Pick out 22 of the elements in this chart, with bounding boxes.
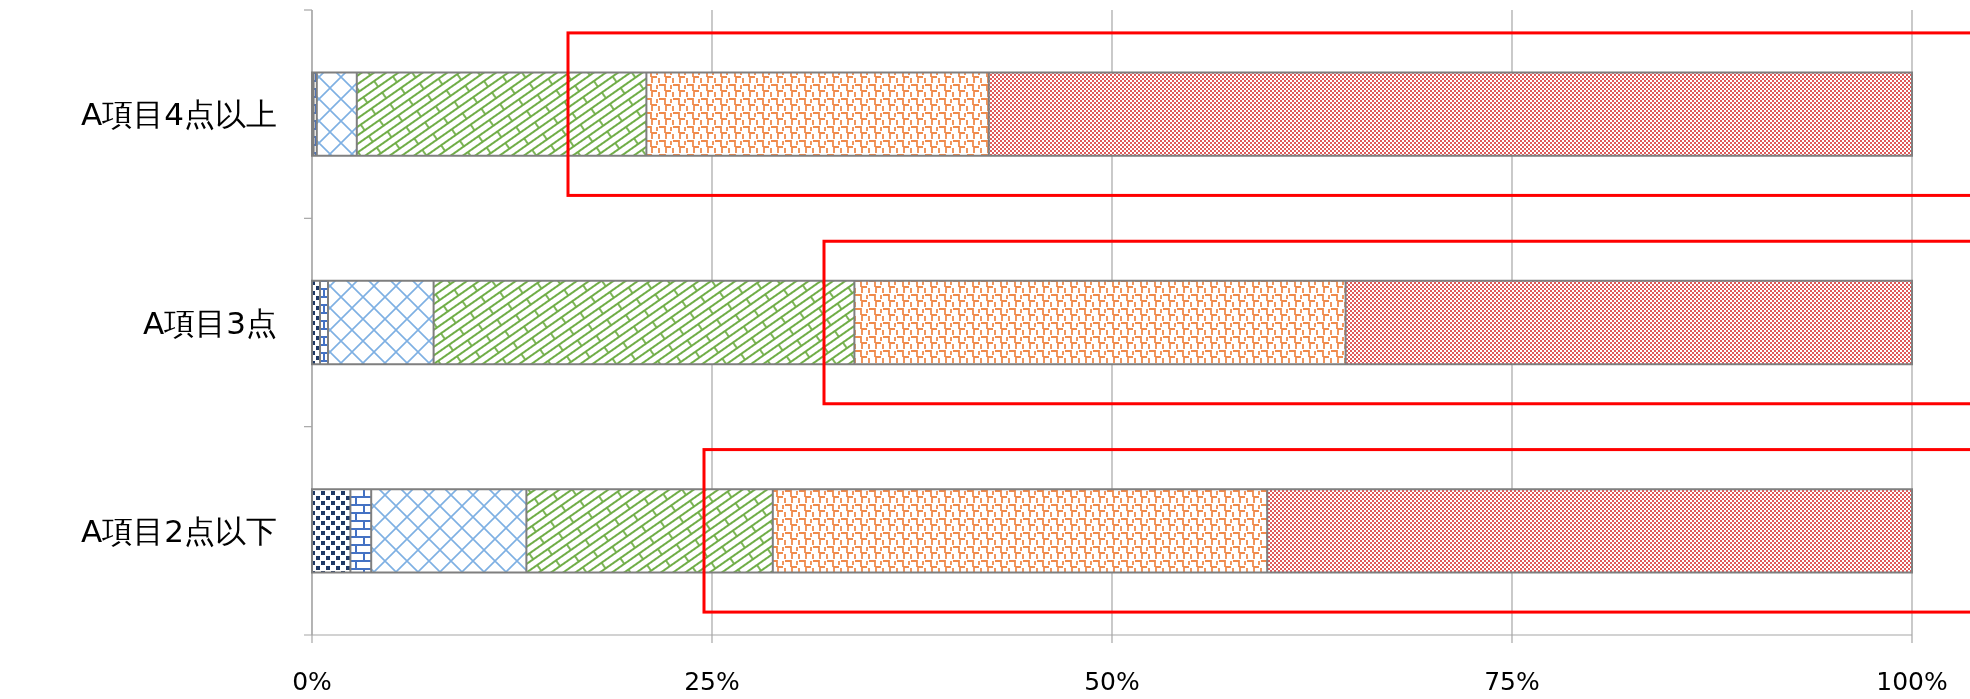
bar [525, 488, 774, 574]
bar [370, 488, 528, 574]
bar [432, 279, 856, 366]
bar [315, 71, 358, 157]
x-tick-label: 100% [1876, 667, 1948, 696]
bar [311, 488, 352, 574]
bar [327, 279, 435, 366]
bar [987, 71, 1913, 157]
bar [1266, 488, 1913, 574]
x-tick-label: 25% [684, 667, 740, 696]
y-tick-label: A項目2点以下 [81, 512, 277, 549]
bar [349, 488, 373, 574]
x-tick-label: 50% [1084, 667, 1140, 696]
bar [771, 488, 1269, 574]
y-tick-label: A項目4点以上 [81, 96, 277, 133]
bar [1344, 279, 1913, 366]
x-tick-label: 0% [292, 667, 332, 696]
bar [645, 71, 990, 157]
x-tick-label: 75% [1484, 667, 1540, 696]
bar [355, 71, 648, 157]
bar [853, 279, 1347, 366]
y-tick-label: A項目3点 [143, 304, 277, 341]
